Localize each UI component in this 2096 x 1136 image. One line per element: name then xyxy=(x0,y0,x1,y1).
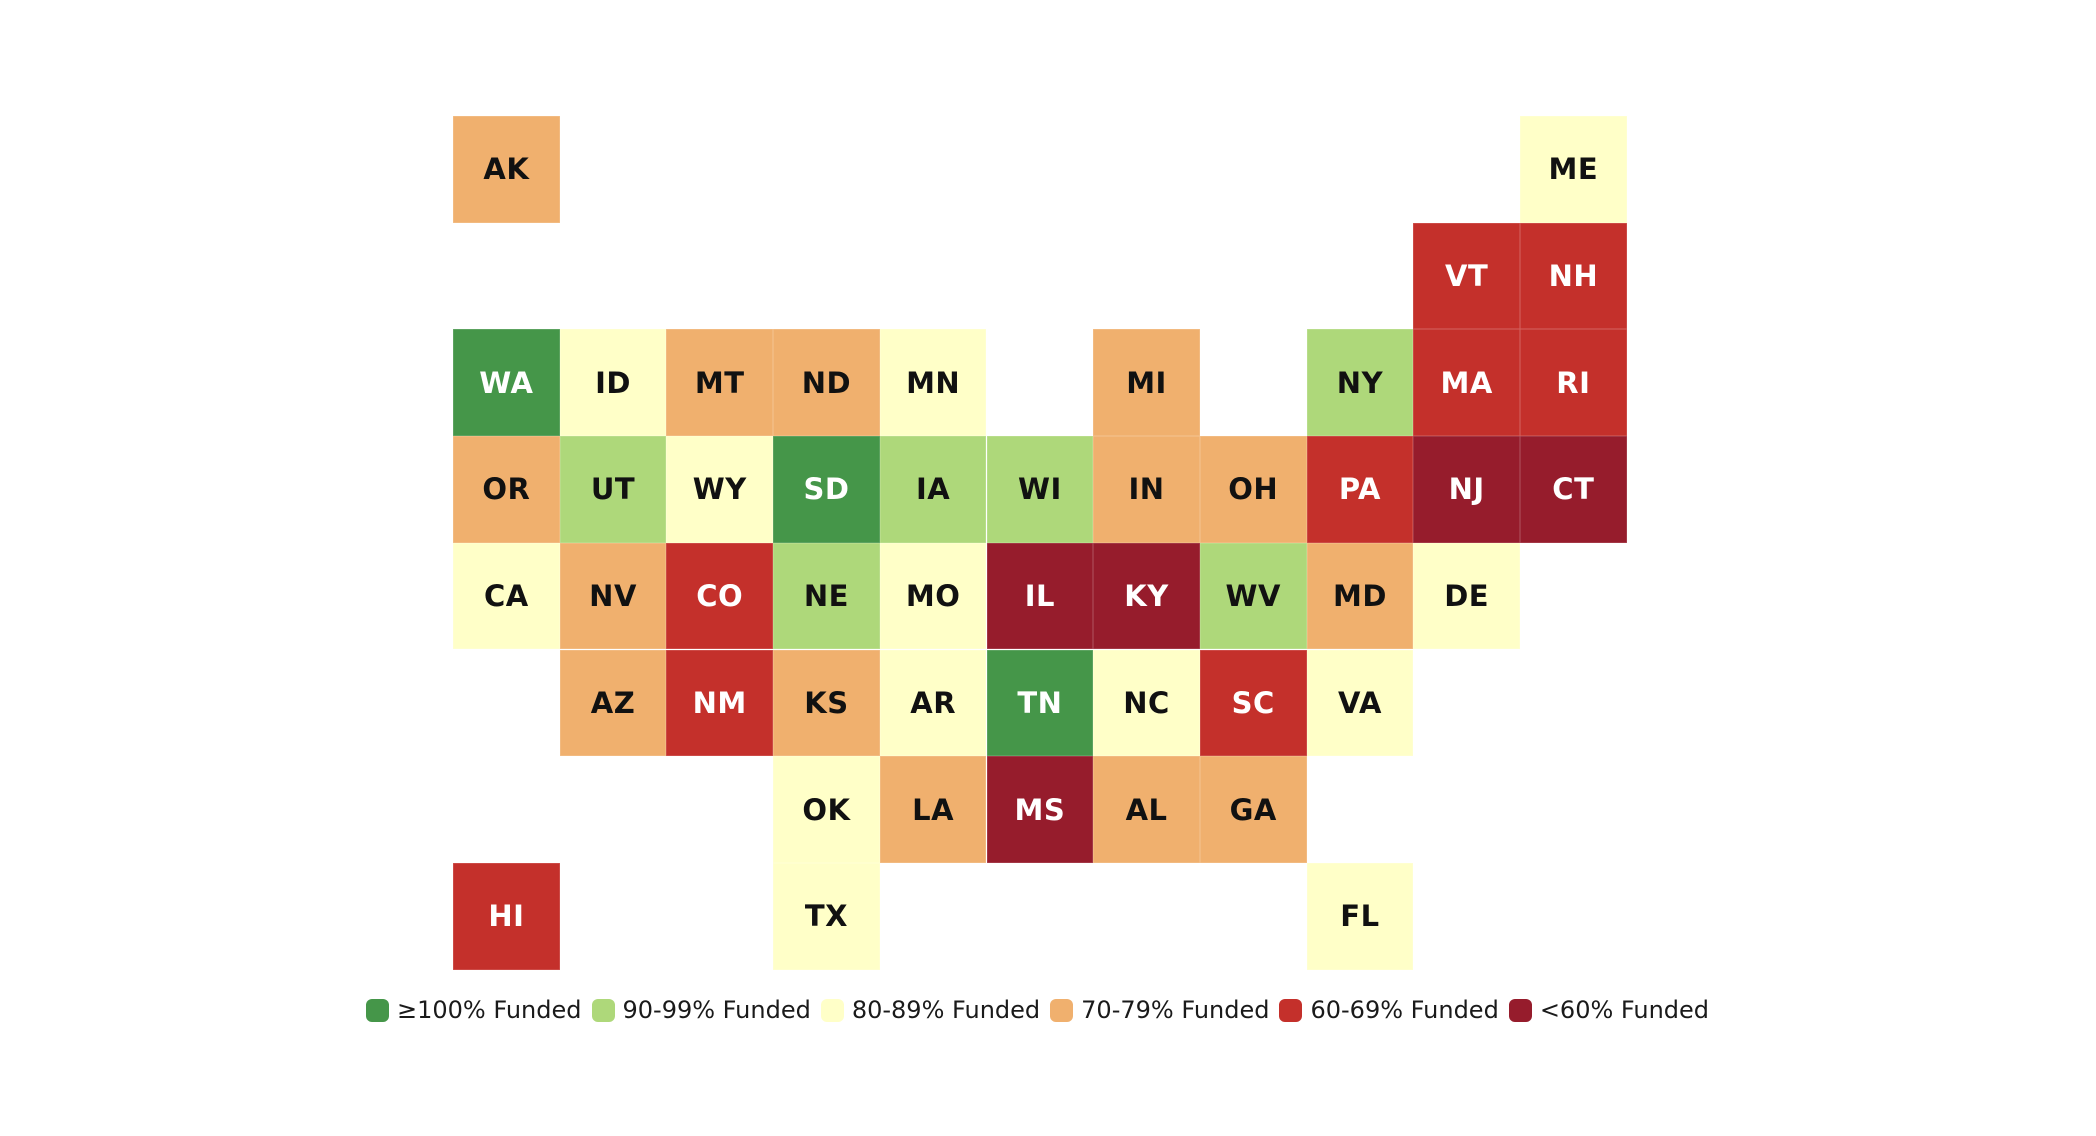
state-tile-nc: NC xyxy=(1093,649,1200,757)
state-tile-or: OR xyxy=(453,436,560,543)
state-tile-wy: WY xyxy=(666,436,774,543)
legend-label: <60% Funded xyxy=(1539,996,1710,1024)
state-tile-ky: KY xyxy=(1093,542,1200,650)
legend-swatch-icon xyxy=(1508,998,1532,1022)
state-tile-al: AL xyxy=(1093,756,1200,863)
state-tile-mi: MI xyxy=(1093,329,1200,437)
state-tile-ct: CT xyxy=(1520,436,1627,543)
state-tile-id: ID xyxy=(559,329,667,437)
state-tile-mo: MO xyxy=(879,542,987,650)
state-tile-ms: MS xyxy=(986,756,1094,863)
legend-item-g100: ≥100% Funded xyxy=(366,996,582,1024)
state-tile-co: CO xyxy=(666,542,774,650)
state-tile-nj: NJ xyxy=(1413,436,1520,543)
legend-label: ≥100% Funded xyxy=(397,996,582,1024)
state-tile-ok: OK xyxy=(773,756,880,863)
state-tile-ne: NE xyxy=(773,542,880,650)
state-tile-md: MD xyxy=(1306,542,1414,650)
state-tile-sd: SD xyxy=(773,436,880,543)
legend-swatch-icon xyxy=(591,998,615,1022)
legend-label: 80-89% Funded xyxy=(851,996,1041,1024)
state-tile-ca: CA xyxy=(453,542,560,650)
state-tile-nv: NV xyxy=(559,542,667,650)
state-tile-hi: HI xyxy=(453,862,560,970)
state-tile-sc: SC xyxy=(1199,649,1307,757)
state-tile-mn: MN xyxy=(879,329,987,437)
legend-item-y80: 80-89% Funded xyxy=(820,996,1041,1024)
state-tile-wv: WV xyxy=(1199,542,1307,650)
legend: ≥100% Funded 90-99% Funded 80-89% Funded 70… xyxy=(366,996,1719,1024)
state-tile-ia: IA xyxy=(879,436,987,543)
state-tile-nm: NM xyxy=(666,649,774,757)
legend-swatch-icon xyxy=(820,998,844,1022)
state-tile-oh: OH xyxy=(1199,436,1307,543)
legend-label: 60-69% Funded xyxy=(1310,996,1499,1024)
state-tile-ga: GA xyxy=(1199,756,1307,863)
state-tile-nh: NH xyxy=(1520,222,1627,330)
state-tile-ri: RI xyxy=(1520,329,1627,437)
state-tile-vt: VT xyxy=(1413,222,1520,330)
state-tile-ma: MA xyxy=(1413,329,1520,437)
state-tile-fl: FL xyxy=(1306,862,1414,970)
state-tile-la: LA xyxy=(879,756,987,863)
state-tile-az: AZ xyxy=(559,649,667,757)
state-tile-de: DE xyxy=(1413,542,1520,650)
legend-item-d60: <60% Funded xyxy=(1508,996,1710,1024)
state-tile-ks: KS xyxy=(773,649,880,757)
state-tile-me: ME xyxy=(1520,116,1627,223)
legend-item-g90: 90-99% Funded xyxy=(591,996,811,1024)
legend-label: 70-79% Funded xyxy=(1081,996,1270,1024)
state-tile-nd: ND xyxy=(773,329,880,437)
state-tile-ar: AR xyxy=(879,649,987,757)
state-tile-mt: MT xyxy=(666,329,774,437)
state-tile-wa: WA xyxy=(453,329,560,437)
tile-grid-map: AK ME VT NH WA ID MT ND MN MI NY MA RI OR UT WY SD IA WI IN… xyxy=(453,116,1627,970)
legend-swatch-icon xyxy=(366,998,389,1022)
state-tile-in: IN xyxy=(1093,436,1200,543)
legend-swatch-icon xyxy=(1050,998,1074,1022)
state-tile-ut: UT xyxy=(559,436,667,543)
legend-item-r60: 60-69% Funded xyxy=(1279,996,1499,1024)
state-tile-va: VA xyxy=(1306,649,1414,757)
state-tile-tx: TX xyxy=(773,862,880,970)
legend-label: 90-99% Funded xyxy=(622,996,811,1024)
state-tile-pa: PA xyxy=(1306,436,1414,543)
state-tile-tn: TN xyxy=(986,649,1094,757)
state-tile-ak: AK xyxy=(453,116,560,223)
state-tile-wi: WI xyxy=(986,436,1094,543)
legend-swatch-icon xyxy=(1279,998,1303,1022)
state-tile-ny: NY xyxy=(1306,329,1414,437)
legend-item-o70: 70-79% Funded xyxy=(1050,996,1269,1024)
state-tile-il: IL xyxy=(986,542,1094,650)
